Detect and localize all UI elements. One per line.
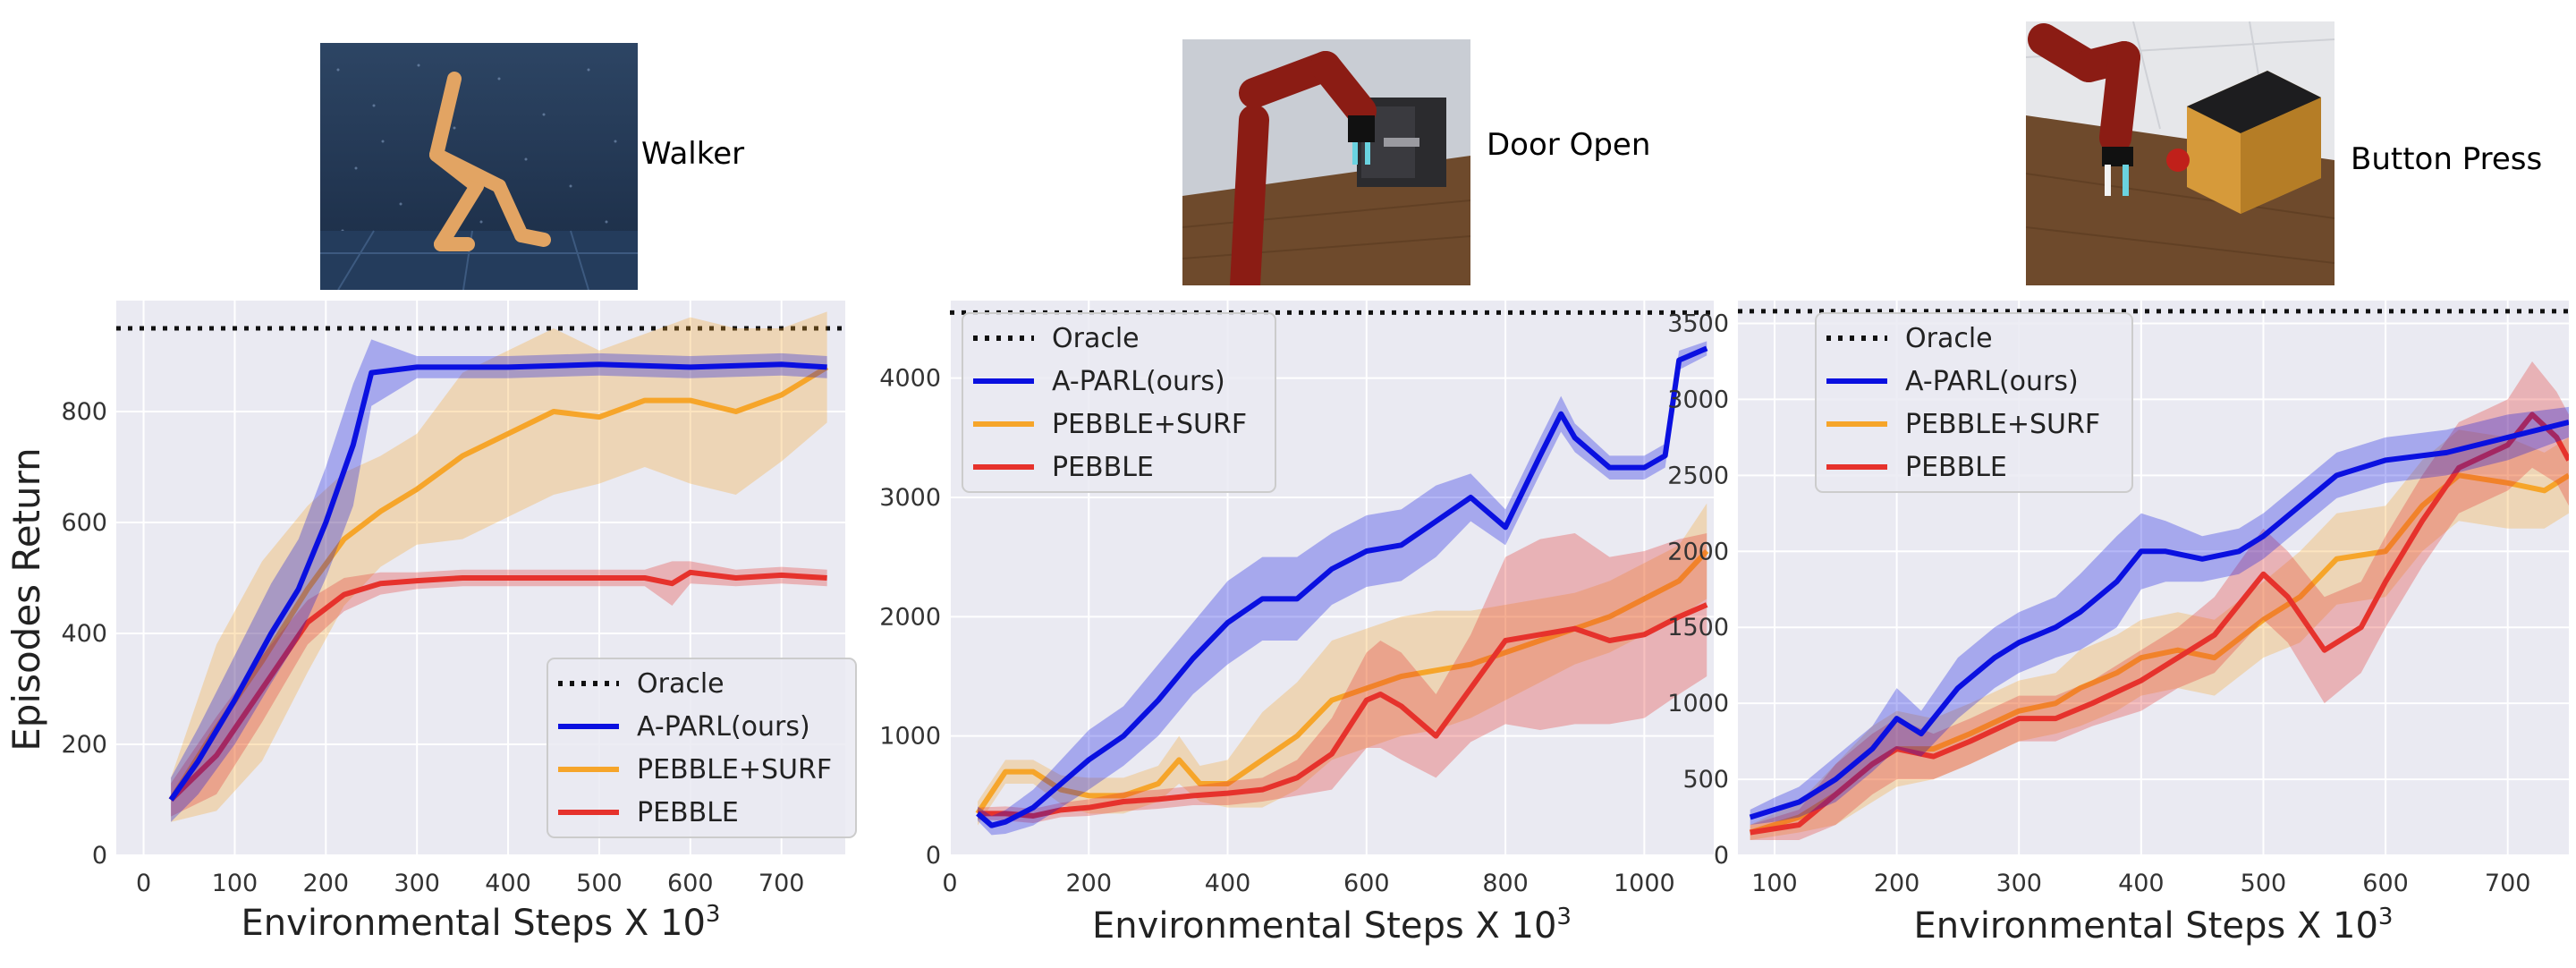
pebble_surf-confidence-band bbox=[978, 503, 1707, 826]
pebble-confidence-band bbox=[1750, 361, 2569, 841]
y-tick-label: 1000 bbox=[1667, 690, 1729, 718]
y-tick-label: 0 bbox=[926, 842, 941, 870]
x-axis-label: Environmental Steps X 103 bbox=[1092, 904, 1572, 947]
plot-area bbox=[950, 310, 1714, 836]
pebble_surf-confidence-band bbox=[1750, 429, 2569, 841]
walker-robot-image bbox=[320, 43, 638, 290]
plot-background bbox=[950, 301, 1714, 855]
legend: Oracle A-PARL(ours) PEBBLE+SURF PEBBLE bbox=[962, 312, 1276, 493]
x-tick-label: 0 bbox=[942, 870, 957, 897]
x-tick-label: 700 bbox=[758, 870, 805, 897]
x-tick-label: 100 bbox=[1751, 870, 1798, 897]
y-tick-label: 2000 bbox=[879, 603, 941, 631]
y-tick-label: 800 bbox=[61, 398, 107, 426]
door-open-robot-arm-image bbox=[1182, 39, 1470, 285]
legend-label-pebble: PEBBLE bbox=[637, 797, 739, 828]
pebble_surf-series-line bbox=[975, 548, 1709, 815]
x-tick-label: 600 bbox=[2362, 870, 2409, 897]
x-tick-label: 0 bbox=[136, 870, 151, 897]
button-press-robot-arm-image bbox=[2026, 21, 2334, 285]
y-tick-label: 0 bbox=[1714, 842, 1729, 870]
x-tick-label: 300 bbox=[394, 870, 440, 897]
pebble-confidence-band bbox=[978, 533, 1707, 823]
x-tick-label: 600 bbox=[1343, 870, 1390, 897]
apparl-confidence-band bbox=[171, 339, 827, 822]
walker-label: Walker bbox=[641, 136, 745, 172]
x-tick-label: 200 bbox=[303, 870, 350, 897]
y-tick-label: 2000 bbox=[1667, 538, 1729, 565]
x-tick-label: 400 bbox=[1205, 870, 1251, 897]
pebble-series-line bbox=[169, 569, 827, 802]
legend-label-pebble: PEBBLE bbox=[1052, 452, 1154, 483]
y-tick-label: 4000 bbox=[879, 365, 941, 393]
x-tick-label: 600 bbox=[667, 870, 714, 897]
legend-label-pebble_surf: PEBBLE+SURF bbox=[1905, 409, 2100, 440]
y-tick-label: 3000 bbox=[879, 484, 941, 512]
y-tick-label: 1000 bbox=[879, 723, 941, 751]
y-tick-label: 400 bbox=[61, 620, 107, 648]
x-tick-label: 100 bbox=[212, 870, 258, 897]
chart-0: 0 100 200 300 400 500 600 700 0 200 400 600 800 Envir… bbox=[61, 301, 857, 944]
y-tick-label: 2500 bbox=[1667, 462, 1729, 489]
legend-label-oracle: Oracle bbox=[1052, 323, 1140, 354]
pebble-series-line bbox=[978, 602, 1708, 819]
pebble-confidence-band bbox=[171, 561, 827, 817]
legend-label-pebble: PEBBLE bbox=[1905, 452, 2007, 483]
x-tick-label: 200 bbox=[1874, 870, 1920, 897]
legend-label-pebble_surf: PEBBLE+SURF bbox=[1052, 409, 1247, 440]
plot-area bbox=[116, 311, 845, 822]
apparl-series-line bbox=[168, 361, 827, 802]
x-axis-label: Environmental Steps X 103 bbox=[242, 901, 721, 944]
x-tick-label: 200 bbox=[1065, 870, 1112, 897]
legend-label-pebble_surf: PEBBLE+SURF bbox=[637, 754, 832, 785]
y-tick-label: 3000 bbox=[1667, 386, 1729, 413]
x-tick-label: 800 bbox=[1482, 870, 1529, 897]
x-tick-label: 500 bbox=[2241, 870, 2287, 897]
y-tick-label: 1500 bbox=[1667, 614, 1729, 641]
chart-2: 100 200 300 400 500 600 700 0 500 1000 1500 2000 250… bbox=[1667, 301, 2569, 947]
pebble_surf-series-line bbox=[168, 364, 829, 802]
x-tick-label: 300 bbox=[1996, 870, 2042, 897]
x-tick-label: 700 bbox=[2485, 870, 2531, 897]
y-tick-label: 200 bbox=[61, 731, 107, 759]
x-tick-label: 1000 bbox=[1614, 870, 1675, 897]
x-tick-label: 400 bbox=[2118, 870, 2165, 897]
legend: Oracle A-PARL(ours) PEBBLE+SURF PEBBLE bbox=[1815, 312, 2133, 493]
y-tick-label: 3500 bbox=[1667, 310, 1729, 337]
y-tick-label: 0 bbox=[92, 842, 107, 870]
x-tick-label: 500 bbox=[576, 870, 623, 897]
apparl-series-line bbox=[976, 345, 1708, 828]
apparl-series-line bbox=[1749, 419, 2569, 820]
apparl-confidence-band bbox=[978, 341, 1707, 836]
chart-1: 0 200 400 600 800 1000 0 1000 2000 3000 4000 Enviro… bbox=[879, 301, 1714, 947]
pebble_surf-confidence-band bbox=[171, 311, 827, 822]
legend-label-apparl: A-PARL(ours) bbox=[637, 711, 810, 743]
apparl-confidence-band bbox=[1750, 406, 2569, 826]
x-tick-label: 400 bbox=[485, 870, 531, 897]
door-open-label: Door Open bbox=[1487, 127, 1651, 163]
pebble_surf-series-line bbox=[1749, 472, 2569, 836]
y-tick-label: 500 bbox=[1682, 766, 1729, 794]
legend: Oracle A-PARL(ours) PEBBLE+SURF PEBBLE bbox=[547, 658, 857, 838]
legend-label-apparl: A-PARL(ours) bbox=[1905, 366, 2079, 397]
y-tick-label: 600 bbox=[61, 509, 107, 537]
pebble-series-line bbox=[1750, 412, 2569, 836]
x-axis-label: Environmental Steps X 103 bbox=[1914, 904, 2394, 947]
legend-label-apparl: A-PARL(ours) bbox=[1052, 366, 1225, 397]
y-axis-label: Episodes Return bbox=[4, 447, 48, 751]
legend-label-oracle: Oracle bbox=[1905, 323, 1993, 354]
plot-background bbox=[1738, 301, 2569, 855]
plot-background bbox=[116, 301, 845, 855]
plot-area bbox=[1738, 309, 2569, 841]
button-press-label: Button Press bbox=[2351, 141, 2543, 177]
legend-label-oracle: Oracle bbox=[637, 668, 724, 700]
